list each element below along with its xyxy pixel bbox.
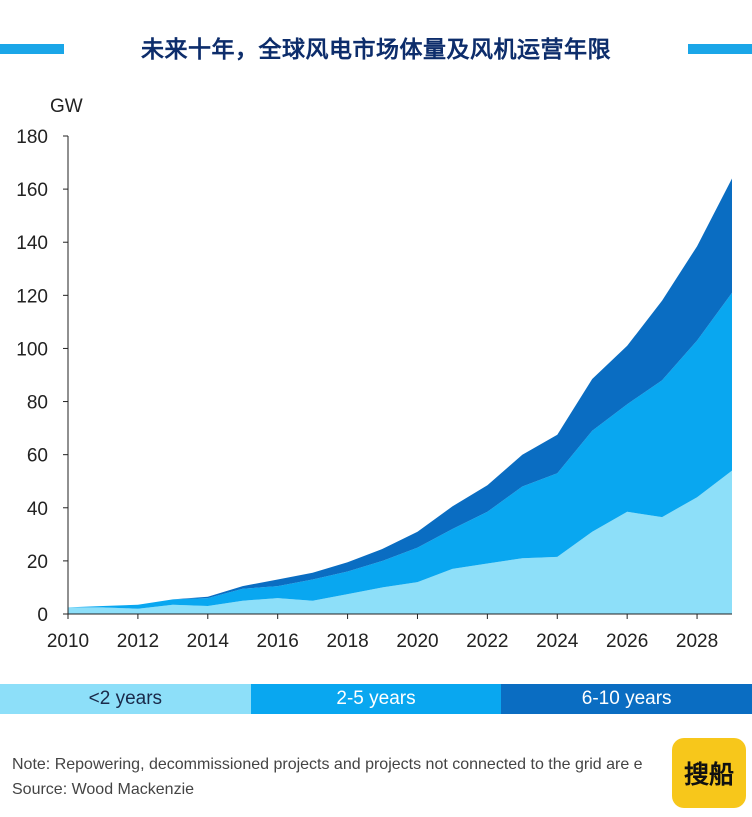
y-tick-label: 140 [16,233,48,254]
x-tick-label: 2014 [187,631,230,652]
x-tick-label: 2016 [257,631,299,652]
chart-title: 未来十年，全球风电市场体量及风机运营年限 [141,37,611,63]
legend-bar: <2 years 2-5 years 6-10 years [0,684,752,714]
x-tick-label: 2022 [466,631,508,652]
x-tick-labels: 2010 2012 2014 2016 2018 2020 2022 2024 2026 2028 [47,614,718,652]
y-tick-label: 60 [27,446,48,467]
x-tick-label: 2012 [117,631,159,652]
x-tick-label: 2026 [606,631,648,652]
y-tick-label: 0 [37,605,48,626]
x-tick-label: 2020 [396,631,438,652]
y-tick-labels: 0 20 40 60 80 100 120 140 160 180 [16,127,68,626]
y-tick-label: 160 [16,180,48,201]
y-tick-label: 80 [27,393,48,414]
axes [67,136,732,615]
legend-item-6-10-years: 6-10 years [501,684,752,714]
y-tick-label: 180 [16,127,48,148]
footnotes: Note: Repowering, decommissioned project… [12,752,692,802]
y-tick-label: 100 [16,339,48,360]
x-tick-label: 2024 [536,631,579,652]
legend-item-2-5-years: 2-5 years [250,684,502,714]
area-layers [68,178,732,614]
area-series-0 [68,470,732,614]
legend-item-under-2-years: <2 years [0,684,251,714]
y-tick-label: 40 [27,499,48,520]
x-tick-label: 2028 [676,631,718,652]
y-axis-unit-label: GW [50,96,83,117]
x-tick-label: 2018 [326,631,368,652]
x-tick-label: 2010 [47,631,89,652]
y-tick-label: 20 [27,552,48,573]
sochuan-logo: 搜船 [672,738,746,808]
source-text: Source: Wood Mackenzie [12,781,195,798]
note-text: Note: Repowering, decommissioned project… [12,756,643,773]
title-stripe-left [0,44,64,54]
title-bar: 未来十年，全球风电市场体量及风机运营年限 [0,28,752,72]
title-stripe-right [688,44,752,54]
area-series-1 [68,292,732,609]
area-series-2 [68,178,732,608]
y-tick-label: 120 [16,286,48,307]
